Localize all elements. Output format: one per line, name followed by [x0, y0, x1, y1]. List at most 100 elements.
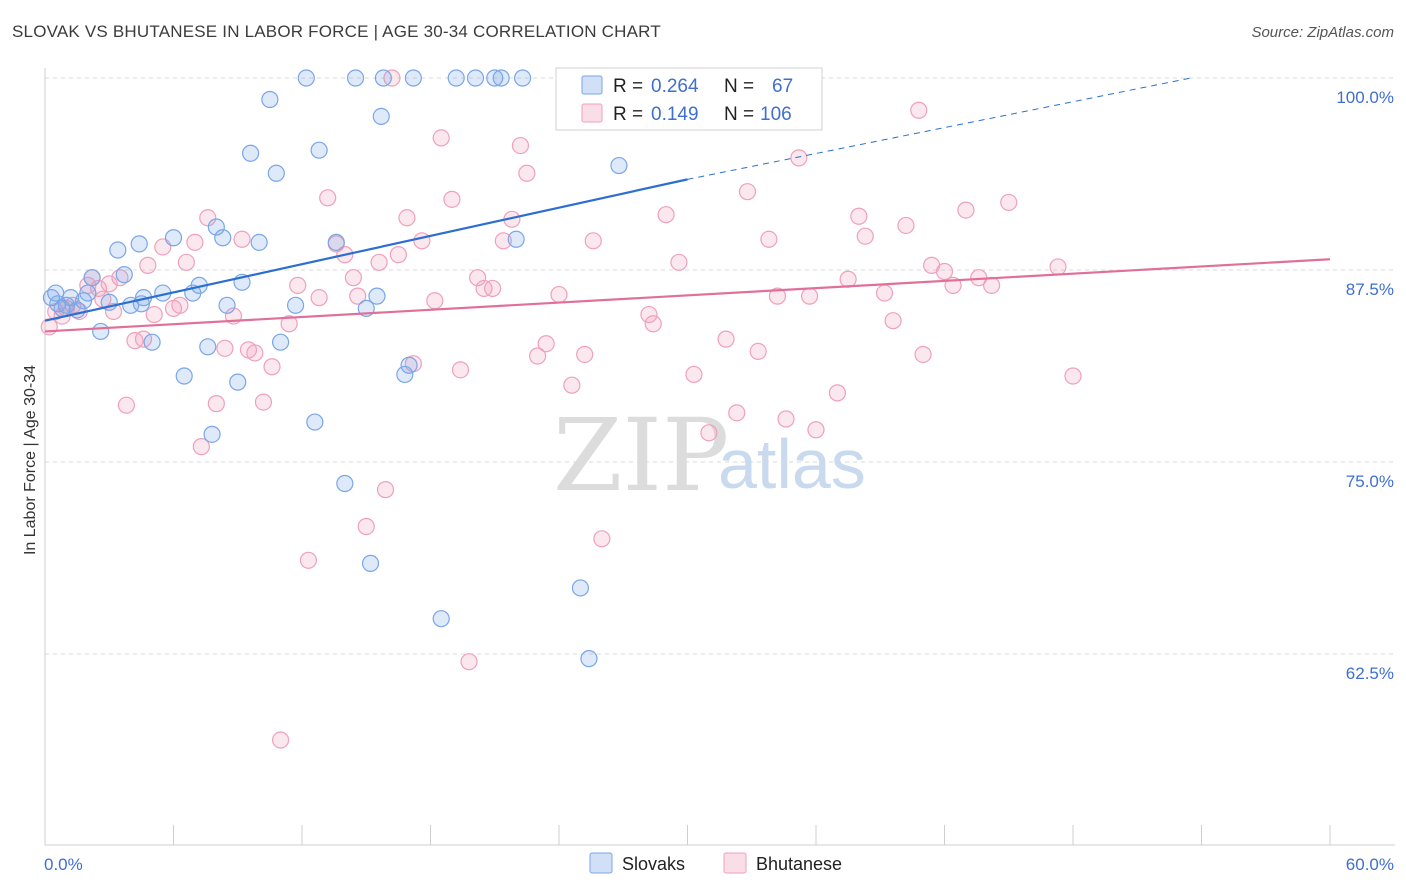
legend-r-label-1: R = — [613, 76, 643, 97]
bhutanese-point-72 — [640, 305, 658, 324]
slovaks-point-20 — [164, 229, 183, 247]
x-tick-label-0: 0.0% — [44, 855, 83, 874]
trend-lines — [44, 77, 1331, 333]
slovaks-point-39 — [310, 141, 328, 159]
slovaks-point-50 — [404, 69, 422, 87]
legend-box — [555, 67, 823, 131]
bhutanese-point-79 — [728, 404, 746, 422]
axes — [44, 68, 1395, 846]
bhutanese-point-104 — [1049, 258, 1067, 276]
x-tick-labels: 0.0% 60.0% — [44, 855, 1394, 874]
bhutanese-point-55 — [460, 653, 478, 671]
slovaks-point-13 — [115, 266, 133, 284]
bhutanese-point-63 — [528, 347, 547, 365]
bhutanese-point-54 — [451, 361, 470, 379]
legend-r-value-1: 0.264 — [651, 76, 699, 97]
chart-title: SLOVAK VS BHUTANESE IN LABOR FORCE | AGE… — [12, 22, 661, 41]
slovaks-point-31 — [242, 144, 260, 162]
bhutanese-point-93 — [884, 312, 902, 330]
bhutanese-point-23 — [192, 438, 210, 456]
bhutanese-point-102 — [983, 276, 1001, 294]
bottom-legend-swatch-slovaks — [589, 852, 613, 874]
bhutanese-point-45 — [376, 481, 395, 499]
bhutanese-point-87 — [807, 421, 825, 439]
bhutanese-point-85 — [790, 149, 808, 167]
bhutanese-point-86 — [800, 287, 819, 305]
bhutanese-point-37 — [310, 289, 328, 307]
y-axis-label: In Labor Force | Age 30-34 — [22, 365, 39, 555]
bhutanese-point-16 — [139, 256, 157, 274]
bhutanese-point-89 — [839, 270, 857, 288]
slovaks-point-29 — [229, 373, 247, 391]
bhutanese-point-77 — [700, 424, 718, 442]
bhutanese-point-8 — [89, 279, 108, 298]
grid-lines — [45, 77, 1395, 655]
slovaks-point-12 — [109, 241, 127, 259]
slovaks-point-46 — [372, 107, 390, 126]
slovaks-point-54 — [486, 69, 504, 87]
bhutanese-point-96 — [914, 345, 932, 364]
bottom-legend-label-bhutanese: Bhutanese — [756, 854, 842, 874]
slovaks-point-26 — [207, 218, 225, 236]
slovaks-point-10 — [92, 322, 110, 341]
bhutanese-point-100 — [957, 201, 975, 219]
watermark: ZIP atlas — [553, 397, 866, 514]
slovaks-point-61 — [610, 156, 628, 175]
bhutanese-point-81 — [749, 342, 767, 361]
slovaks-point-36 — [286, 296, 305, 314]
bhutanese-point-28 — [233, 230, 251, 248]
bhutanese-point-17 — [145, 305, 163, 324]
bhutanese-point-33 — [271, 731, 290, 749]
slovaks-trend-extension — [687, 77, 1191, 180]
bhutanese-point-51 — [426, 292, 444, 310]
bhutanese-point-91 — [856, 227, 874, 245]
slovaks-point-35 — [271, 333, 290, 351]
bhutanese-point-73 — [644, 315, 662, 333]
bhutanese-point-56 — [469, 269, 487, 287]
y-tick-label-1: 75.0% — [1346, 472, 1394, 491]
slovaks-point-47 — [374, 69, 392, 87]
slovaks-point-52 — [447, 69, 465, 87]
slovaks-point-40 — [327, 233, 345, 251]
bhutanese-point-43 — [357, 517, 375, 536]
legend-r-value-2: 0.149 — [651, 104, 699, 125]
y-tick-labels: 62.5% 75.0% 87.5% 100.0% — [1336, 88, 1394, 683]
bhutanese-point-20 — [171, 296, 189, 314]
watermark-zip: ZIP — [553, 397, 729, 514]
series-legend: Slovaks Bhutanese — [589, 852, 842, 874]
legend-n-value-2: 106 — [760, 104, 792, 125]
legend-r-label-2: R = — [613, 104, 643, 125]
legend-swatch-bhutanese — [581, 103, 603, 123]
bhutanese-point-32 — [263, 358, 281, 376]
slovaks-point-18 — [143, 333, 161, 351]
slovaks-point-25 — [203, 425, 221, 443]
legend-n-label-2: N = — [724, 104, 754, 125]
slovaks-point-48 — [396, 365, 414, 384]
bhutanese-point-10 — [100, 275, 118, 293]
bottom-legend-label-slovaks: Slovaks — [622, 854, 685, 874]
slovaks-point-56 — [507, 230, 525, 248]
slovaks-point-27 — [214, 229, 232, 247]
slovaks-point-9 — [83, 269, 101, 287]
bhutanese-point-67 — [576, 345, 594, 364]
bhutanese-point-105 — [1064, 367, 1082, 385]
bhutanese-point-58 — [484, 279, 502, 298]
bhutanese-point-36 — [299, 551, 318, 569]
bhutanese-point-65 — [550, 285, 568, 304]
bhutanese-point-75 — [670, 253, 688, 271]
y-tick-label-3: 100.0% — [1336, 88, 1394, 107]
slovaks-point-24 — [199, 338, 217, 356]
bhutanese-point-35 — [289, 276, 307, 294]
y-tick-label-0: 62.5% — [1346, 664, 1394, 683]
legend-n-label-1: N = — [724, 76, 754, 97]
bhutanese-point-26 — [216, 339, 234, 357]
slovaks-point-28 — [218, 296, 236, 314]
bhutanese-point-53 — [443, 190, 461, 208]
bhutanese-point-21 — [177, 253, 195, 271]
bottom-legend-swatch-bhutanese — [723, 852, 747, 874]
slovaks-point-53 — [466, 69, 485, 87]
bhutanese-point-25 — [207, 395, 225, 413]
bhutanese-point-98 — [935, 262, 954, 281]
bhutanese-point-48 — [398, 209, 416, 227]
